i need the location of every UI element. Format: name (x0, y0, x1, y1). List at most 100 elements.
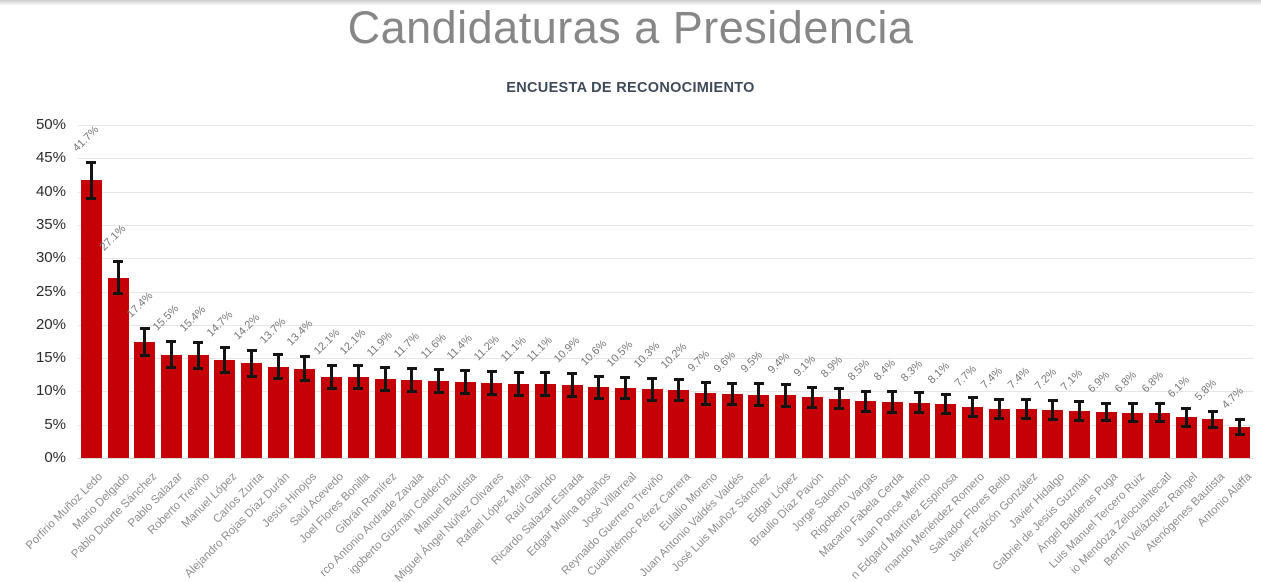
bar[interactable] (374, 378, 396, 458)
error-bar-cap (940, 412, 951, 416)
bar[interactable] (1095, 412, 1117, 458)
bar[interactable] (1149, 412, 1171, 458)
error-bar-cap (326, 387, 337, 391)
bar[interactable] (614, 388, 636, 458)
error-bar-cap (113, 292, 124, 296)
error-bar-cap (1021, 416, 1031, 420)
error-bar-cap (860, 410, 871, 414)
bar[interactable] (588, 387, 610, 458)
bar[interactable] (908, 402, 930, 458)
gridline (78, 291, 1253, 293)
bar[interactable] (641, 389, 663, 458)
bar[interactable] (1122, 412, 1144, 458)
error-bar (223, 346, 227, 374)
error-bar-cap (486, 370, 497, 374)
error-bar-cap (540, 371, 551, 375)
error-bar (89, 161, 93, 199)
error-bar-cap (139, 354, 150, 358)
bar[interactable] (214, 360, 236, 458)
bar[interactable] (294, 368, 316, 458)
error-bar-cap (273, 353, 284, 357)
bar[interactable] (828, 398, 850, 458)
bar[interactable] (935, 404, 957, 458)
bar[interactable] (401, 380, 423, 458)
error-bar-cap (380, 388, 391, 392)
bar[interactable] (454, 382, 476, 458)
bar[interactable] (1202, 419, 1224, 458)
error-bar-cap (834, 387, 845, 391)
error-bar-cap (193, 341, 204, 345)
bar[interactable] (668, 390, 690, 458)
bar[interactable] (881, 402, 903, 458)
error-bar (704, 382, 708, 405)
error-bar-cap (887, 410, 898, 414)
bar[interactable] (241, 363, 263, 458)
bar[interactable] (801, 397, 823, 458)
error-bar-cap (513, 394, 524, 398)
error-bar-cap (1207, 426, 1218, 430)
error-bar-cap (1074, 418, 1085, 422)
y-axis-tick-label: 25% (35, 282, 66, 300)
bar[interactable] (134, 342, 156, 458)
bar[interactable] (1015, 408, 1037, 458)
bar[interactable] (775, 395, 797, 458)
error-bar-cap (807, 406, 818, 410)
error-bar-cap (113, 259, 124, 263)
gridline (78, 191, 1253, 193)
bar[interactable] (1068, 410, 1090, 458)
bar[interactable] (748, 394, 770, 458)
error-bar (971, 396, 975, 417)
bar[interactable] (187, 355, 209, 458)
value-label: 11.2% (471, 333, 502, 364)
error-bar (810, 386, 814, 409)
error-bar (1051, 400, 1055, 421)
value-label: 7.1% (1059, 366, 1086, 394)
bar[interactable] (855, 401, 877, 458)
error-bar (570, 373, 574, 398)
value-label: 15.5% (151, 303, 182, 334)
bar[interactable] (508, 384, 530, 458)
bar[interactable] (481, 383, 503, 458)
bar[interactable] (1175, 417, 1197, 458)
error-bar (784, 384, 788, 407)
value-label: 7.4% (979, 364, 1006, 392)
value-label: 10.5% (605, 338, 636, 370)
error-bar-cap (567, 372, 578, 376)
error-bar-cap (727, 403, 738, 407)
error-bar-cap (673, 377, 684, 381)
bar[interactable] (988, 408, 1010, 458)
bar[interactable] (160, 354, 182, 458)
bar[interactable] (721, 394, 743, 458)
gridline (78, 458, 1253, 459)
value-label: 9.4% (765, 350, 792, 377)
error-bar (597, 376, 601, 399)
error-bar (730, 382, 734, 406)
error-bar-cap (994, 397, 1005, 401)
error-bar-cap (219, 371, 230, 375)
error-bar (623, 376, 627, 400)
error-bar (1211, 410, 1215, 429)
error-bar (517, 372, 521, 397)
error-bar-cap (914, 411, 925, 415)
gridline (78, 391, 1253, 393)
bar[interactable] (321, 377, 343, 458)
bar[interactable] (1229, 426, 1251, 458)
error-bar-cap (1074, 399, 1085, 403)
bar[interactable] (534, 384, 556, 458)
bar[interactable] (1042, 410, 1064, 458)
bar[interactable] (80, 180, 102, 458)
bar[interactable] (107, 277, 129, 458)
bar[interactable] (347, 377, 369, 458)
bar[interactable] (962, 406, 984, 458)
bar[interactable] (428, 380, 449, 458)
error-bar (410, 368, 414, 393)
value-label: 9.5% (738, 349, 765, 376)
error-bar-cap (807, 385, 818, 389)
bar[interactable] (267, 366, 289, 458)
gridline (78, 258, 1253, 260)
bar[interactable] (695, 393, 717, 458)
error-bar (116, 260, 120, 295)
error-bar-cap (700, 402, 711, 406)
bar[interactable] (561, 385, 583, 458)
